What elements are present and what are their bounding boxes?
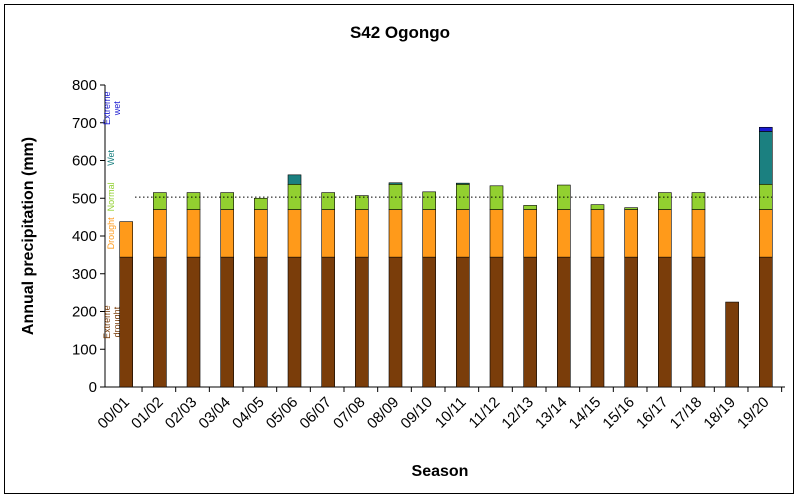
x-tick-label: 09/10 bbox=[397, 394, 436, 433]
bar-03-04-normal bbox=[220, 192, 234, 210]
bar-18-19-extreme-drought bbox=[725, 301, 739, 388]
bar-07-08-extreme-drought bbox=[355, 256, 369, 388]
x-tick-label: 12/13 bbox=[498, 394, 537, 433]
bar-07-08-normal bbox=[355, 195, 369, 210]
bar-05-06-drought bbox=[287, 209, 302, 258]
y-tick-label: 700 bbox=[72, 115, 97, 132]
bar-08-09-drought bbox=[388, 209, 403, 258]
bar-14-15-drought bbox=[590, 209, 605, 258]
y-tick-label: 600 bbox=[72, 153, 97, 170]
band-label-extreme-wet: Extremewet bbox=[102, 91, 122, 125]
x-tick-label: 02/03 bbox=[162, 394, 201, 433]
bar-19-20-extreme-drought bbox=[759, 256, 773, 388]
x-tick-label: 16/17 bbox=[633, 394, 672, 433]
bar-15-16-extreme-drought bbox=[624, 256, 638, 388]
band-label-wet: Wet bbox=[106, 149, 116, 165]
bar-02-03-normal bbox=[186, 192, 201, 210]
x-tick-label: 14/15 bbox=[566, 394, 605, 433]
plot-area: 0 100 200 300 400 500 600 700 800 Extremedrought D… bbox=[72, 77, 785, 432]
bar-10-11-extreme-drought bbox=[456, 256, 470, 388]
x-tick-label: 06/07 bbox=[296, 394, 335, 433]
y-axis-label: Annual precipitation (mm) bbox=[20, 137, 37, 335]
bar-11-12-normal bbox=[489, 185, 504, 210]
bar-00-01-drought bbox=[119, 221, 133, 258]
bar-16-17-drought bbox=[658, 209, 672, 258]
bar-09-10-extreme-drought bbox=[422, 256, 436, 388]
y-tick-label: 400 bbox=[72, 228, 97, 245]
chart-title: S42 Ogongo bbox=[350, 23, 450, 42]
bar-09-10-drought bbox=[422, 209, 436, 258]
band-label-extreme-drought: Extremedrought bbox=[102, 305, 122, 339]
bar-19-20-drought bbox=[759, 209, 773, 258]
x-tick-label: 01/02 bbox=[128, 394, 167, 433]
bar-01-02-normal bbox=[153, 192, 167, 210]
bar-14-15-normal bbox=[590, 204, 605, 210]
bar-00-01-extreme-drought bbox=[119, 256, 133, 388]
bar-14-15-extreme-drought bbox=[590, 256, 605, 388]
y-tick-label: 0 bbox=[89, 379, 97, 396]
y-tick-label: 300 bbox=[72, 266, 97, 283]
bar-19-20-extreme-wet bbox=[759, 126, 773, 132]
bar-05-06-wet bbox=[287, 174, 302, 185]
bar-08-09-extreme-drought bbox=[388, 256, 403, 388]
bar-19-20-wet bbox=[759, 131, 773, 185]
bar-03-04-extreme-drought bbox=[220, 256, 234, 388]
bar-10-11-drought bbox=[456, 209, 470, 258]
bar-12-13-drought bbox=[523, 209, 537, 258]
bar-13-14-extreme-drought bbox=[557, 256, 571, 388]
bar-09-10-normal bbox=[422, 191, 436, 210]
bar-04-05-normal bbox=[254, 197, 268, 210]
bar-17-18-drought bbox=[691, 209, 706, 258]
bar-02-03-extreme-drought bbox=[186, 256, 201, 388]
x-tick-label: 00/01 bbox=[94, 394, 133, 433]
y-tick-label: 800 bbox=[72, 77, 97, 94]
bar-19-20-normal bbox=[759, 183, 773, 210]
x-tick-label: 03/04 bbox=[195, 394, 234, 433]
bar-06-07-drought bbox=[321, 209, 335, 258]
bar-12-13-extreme-drought bbox=[523, 256, 537, 388]
bar-02-03-drought bbox=[186, 209, 201, 258]
bar-10-11-wet bbox=[456, 182, 470, 185]
bar-13-14-drought bbox=[557, 209, 571, 258]
band-label-normal: Normal bbox=[106, 182, 116, 211]
bar-07-08-drought bbox=[355, 209, 369, 258]
bar-17-18-extreme-drought bbox=[691, 256, 706, 388]
x-tick-label: 17/18 bbox=[667, 394, 706, 433]
x-tick-label: 10/11 bbox=[432, 394, 470, 432]
bar-03-04-drought bbox=[220, 209, 234, 258]
bar-15-16-drought bbox=[624, 209, 638, 258]
bar-06-07-normal bbox=[321, 192, 335, 210]
bar-16-17-normal bbox=[658, 192, 672, 210]
bar-01-02-extreme-drought bbox=[153, 256, 167, 388]
bar-11-12-drought bbox=[489, 209, 504, 258]
bar-12-13-normal bbox=[523, 205, 537, 210]
x-tick-label: 13/14 bbox=[532, 394, 571, 433]
x-tick-label: 04/05 bbox=[229, 394, 268, 433]
x-tick-label: 19/20 bbox=[734, 394, 773, 433]
x-tick-label: 18/19 bbox=[700, 394, 739, 433]
bar-04-05-drought bbox=[254, 209, 268, 258]
x-tick-label: 08/09 bbox=[364, 394, 403, 433]
x-axis-label: Season bbox=[412, 463, 469, 480]
band-label-drought: Drought bbox=[106, 217, 116, 250]
x-tick-label: 07/08 bbox=[330, 394, 369, 433]
bar-16-17-extreme-drought bbox=[658, 256, 672, 388]
y-tick-label: 500 bbox=[72, 190, 97, 207]
y-tick-label: 100 bbox=[72, 341, 97, 358]
x-tick-label: 11/12 bbox=[466, 394, 504, 432]
bar-15-16-normal bbox=[624, 207, 638, 210]
bar-04-05-extreme-drought bbox=[254, 256, 268, 388]
bar-01-02-drought bbox=[153, 209, 167, 258]
bar-11-12-extreme-drought bbox=[489, 256, 504, 388]
bar-17-18-normal bbox=[691, 192, 706, 210]
x-tick-label: 05/06 bbox=[263, 394, 302, 433]
bar-05-06-extreme-drought bbox=[287, 256, 302, 388]
x-tick-label: 15/16 bbox=[599, 394, 638, 433]
bar-06-07-extreme-drought bbox=[321, 256, 335, 388]
bar-08-09-wet bbox=[388, 182, 403, 185]
y-tick-label: 200 bbox=[72, 304, 97, 321]
